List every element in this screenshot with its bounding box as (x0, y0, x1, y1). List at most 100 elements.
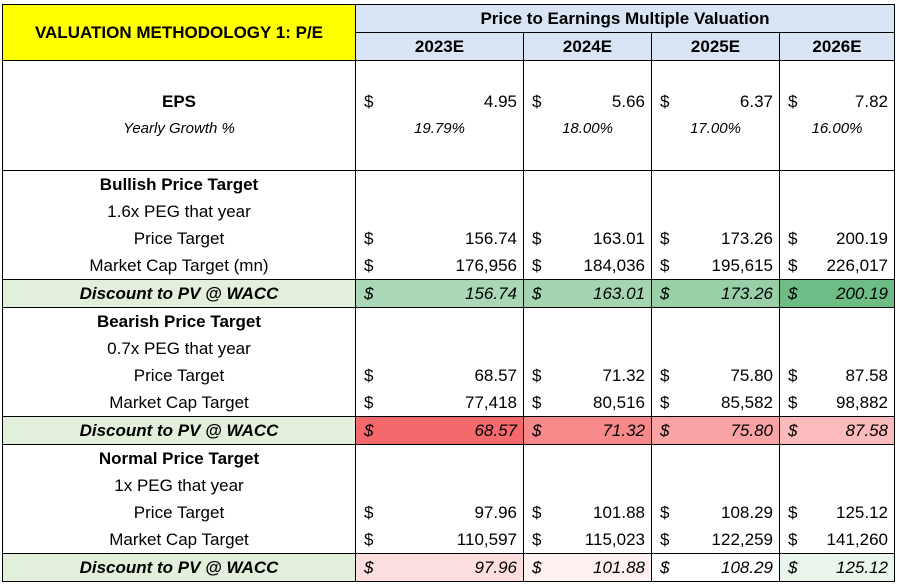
normal-market-cap: 141,260 (807, 525, 895, 554)
bearish-discount-value: 75.80 (679, 415, 780, 445)
bearish-market-cap: 98,882 (807, 388, 895, 417)
eps-value: 5.66 (551, 88, 652, 115)
bullish-price-target-label: Price Target (2, 224, 356, 252)
currency-symbol: $ (355, 251, 384, 280)
normal-price-target: 97.96 (383, 498, 524, 526)
currency-symbol: $ (355, 88, 384, 115)
growth-value: 16.00% (779, 115, 895, 142)
spacer (355, 334, 524, 362)
currency-symbol: $ (779, 224, 808, 252)
currency-symbol: $ (651, 525, 680, 554)
spacer (355, 471, 524, 499)
bullish-discount-value: 173.26 (679, 278, 780, 308)
currency-symbol: $ (355, 278, 384, 308)
currency-symbol: $ (651, 388, 680, 417)
spacer (355, 443, 524, 472)
spacer (779, 443, 895, 472)
currency-symbol: $ (523, 552, 552, 582)
currency-symbol: $ (355, 415, 384, 445)
pe-valuation-table: VALUATION METHODOLOGY 1: P/E Price to Ea… (2, 4, 895, 582)
growth-label: Yearly Growth % (2, 115, 356, 142)
currency-symbol: $ (651, 278, 680, 308)
currency-symbol: $ (651, 415, 680, 445)
spacer (355, 60, 524, 88)
bearish-market-cap: 77,418 (383, 388, 524, 417)
growth-value: 19.79% (355, 115, 524, 142)
normal-peg: 1x PEG that year (2, 471, 356, 499)
growth-value: 18.00% (523, 115, 652, 142)
bearish-market-cap: 80,516 (551, 388, 652, 417)
bearish-peg: 0.7x PEG that year (2, 334, 356, 362)
normal-discount-value: 125.12 (807, 552, 895, 582)
bullish-price-target: 200.19 (807, 224, 895, 252)
currency-symbol: $ (523, 251, 552, 280)
bearish-discount-value: 87.58 (807, 415, 895, 445)
spacer (523, 60, 652, 88)
currency-symbol: $ (779, 88, 808, 115)
year-header: 2024E (523, 32, 652, 61)
normal-title: Normal Price Target (2, 443, 356, 472)
spacer (779, 334, 895, 362)
currency-symbol: $ (779, 552, 808, 582)
normal-price-target: 101.88 (551, 498, 652, 526)
normal-discount-value: 108.29 (679, 552, 780, 582)
bullish-market-cap: 176,956 (383, 251, 524, 280)
spacer (651, 169, 780, 198)
currency-symbol: $ (355, 361, 384, 389)
bullish-discount-value: 163.01 (551, 278, 652, 308)
normal-price-target: 108.29 (679, 498, 780, 526)
spacer (2, 142, 356, 171)
currency-symbol: $ (779, 415, 808, 445)
spacer (355, 197, 524, 225)
normal-market-cap: 110,597 (383, 525, 524, 554)
normal-price-target-label: Price Target (2, 498, 356, 526)
spacer (523, 306, 652, 335)
bullish-market-cap: 184,036 (551, 251, 652, 280)
spacer (651, 306, 780, 335)
bearish-market-cap-label: Market Cap Target (2, 388, 356, 417)
bullish-market-cap: 195,615 (679, 251, 780, 280)
normal-price-target: 125.12 (807, 498, 895, 526)
eps-value: 6.37 (679, 88, 780, 115)
spacer (523, 334, 652, 362)
bearish-price-target: 75.80 (679, 361, 780, 389)
spacer (523, 142, 652, 171)
currency-symbol: $ (651, 224, 680, 252)
spacer (355, 142, 524, 171)
currency-symbol: $ (523, 498, 552, 526)
year-header: 2025E (651, 32, 780, 61)
spacer (355, 169, 524, 198)
bearish-price-target-label: Price Target (2, 361, 356, 389)
bearish-market-cap: 85,582 (679, 388, 780, 417)
currency-symbol: $ (779, 278, 808, 308)
currency-symbol: $ (651, 251, 680, 280)
spacer (2, 60, 356, 88)
spacer (779, 197, 895, 225)
currency-symbol: $ (779, 361, 808, 389)
currency-symbol: $ (523, 525, 552, 554)
currency-symbol: $ (651, 498, 680, 526)
currency-symbol: $ (651, 552, 680, 582)
spacer (523, 471, 652, 499)
currency-symbol: $ (779, 251, 808, 280)
year-header: 2023E (355, 32, 524, 61)
spacer (779, 60, 895, 88)
currency-symbol: $ (523, 88, 552, 115)
eps-value: 7.82 (807, 88, 895, 115)
normal-market-cap: 122,259 (679, 525, 780, 554)
spacer (779, 306, 895, 335)
bearish-discount-label: Discount to PV @ WACC (2, 415, 356, 445)
eps-value: 4.95 (383, 88, 524, 115)
bearish-price-target: 71.32 (551, 361, 652, 389)
bearish-title: Bearish Price Target (2, 306, 356, 335)
currency-symbol: $ (779, 525, 808, 554)
growth-value: 17.00% (651, 115, 780, 142)
bullish-market-cap: 226,017 (807, 251, 895, 280)
bearish-price-target: 87.58 (807, 361, 895, 389)
spacer (651, 60, 780, 88)
bullish-discount-label: Discount to PV @ WACC (2, 278, 356, 308)
currency-symbol: $ (651, 88, 680, 115)
bullish-discount-value: 200.19 (807, 278, 895, 308)
spacer (779, 142, 895, 171)
normal-discount-value: 97.96 (383, 552, 524, 582)
